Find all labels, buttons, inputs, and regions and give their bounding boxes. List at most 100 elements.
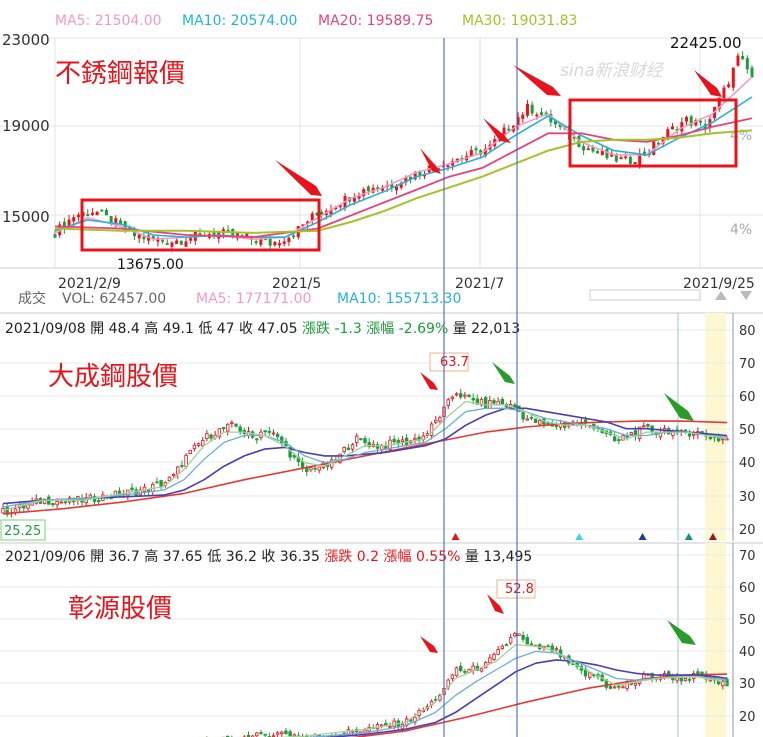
candle-body [488,657,492,664]
candle-body [731,67,735,88]
candle-body [587,672,592,678]
range-scrollbar[interactable] [589,289,701,301]
arrow-red-4 [513,65,561,96]
candle-body [226,229,230,232]
panel2-min-label: 25.25 [4,524,41,539]
candle-body [280,731,284,735]
candle-body [309,467,313,471]
candle-body [250,431,255,438]
scroll-down-icon[interactable] [740,291,752,300]
candle-body [521,114,525,119]
candle-body [159,480,163,487]
candle-body [76,214,80,218]
candle-body [450,396,455,399]
candle-body [292,454,296,458]
candle-body [596,151,600,154]
panel3-highlight-band [705,543,726,737]
p3-tick-30: 30 [739,677,756,692]
candle-body [538,419,542,425]
candle-body [642,425,646,428]
p3-tick-50: 50 [739,613,756,628]
candle-body [170,242,174,247]
candle-body [338,205,342,208]
event-marker-icon[interactable] [575,533,584,540]
candle-body [699,120,703,123]
candle-body [317,466,321,471]
candle-body [354,435,359,443]
panel2-moving-averages [2,400,728,515]
candle-body [273,241,277,246]
candle-body [90,212,94,215]
candle-body [287,237,291,243]
candle-body [617,685,621,688]
candle-body [685,117,689,122]
candle-body [454,667,459,677]
candle-body [446,165,450,168]
candle-body [429,423,434,436]
candle-body [467,394,471,398]
candle-body [513,633,517,637]
panel2-min-callout-box [0,519,46,541]
candle-body [130,487,134,491]
candle-body [612,436,617,442]
candle-body [535,114,539,117]
candle-body [167,476,172,481]
line-ma-long [351,673,728,737]
panel-title-tung-ho: 大成鋼股價 [48,362,178,392]
candle-body [708,436,713,440]
candle-body [198,233,202,235]
candle-body [268,237,272,246]
event-marker-icon[interactable] [708,533,717,540]
candle-body [624,156,628,159]
candle-body [155,481,159,484]
candle-body [171,473,176,477]
candle-body [621,686,625,689]
candle-body [346,447,351,451]
candle-body [221,427,226,430]
candle-body [42,498,47,505]
candle-body [209,434,213,439]
scroll-up-icon[interactable] [715,291,727,300]
arrow-green-2 [664,393,694,421]
event-marker-icon[interactable] [638,533,647,540]
panel2-y-ticks: 80 70 60 50 40 30 20 [739,324,756,538]
candle-body [629,432,633,435]
line-ma-slow [324,659,728,737]
candle-body [53,234,57,238]
p3-tick-20: 20 [739,710,756,725]
candle-body [278,243,282,246]
candle-body [363,438,367,444]
event-marker-icon[interactable] [684,533,693,540]
price-moving-averages [54,76,753,241]
event-marker-icon[interactable] [451,533,460,540]
legend-ma5: MA5: 21504.00 [55,13,162,29]
candle-body [375,444,380,449]
candle-body [342,446,346,453]
candle-body [300,461,305,469]
legend-ma30: MA30: 19031.83 [462,13,577,29]
candle-body [736,55,740,66]
panel-title-stainless: 不銹鋼報價 [55,59,185,89]
candle-body [176,466,180,475]
candle-body [225,423,230,432]
candle-body [255,438,259,441]
candle-body [366,186,370,192]
volume-legend-vol: VOL: 62457.00 [62,291,166,307]
candle-body [288,731,292,737]
candle-body [161,239,165,242]
candle-body [550,645,554,652]
candle-body [180,464,184,467]
candle-body [184,241,188,247]
candle-body [188,449,192,455]
candle-body [530,104,534,114]
candle-body [586,148,590,151]
volume-label: 成交 [18,290,46,307]
arrow-red-3 [483,118,511,143]
candle-body [507,128,511,131]
candle-body [88,494,93,498]
candle-body [539,112,543,115]
line-ma5 [54,76,753,241]
candle-body [192,444,197,450]
arrow-red-1 [275,160,322,196]
candle-body [259,239,263,245]
